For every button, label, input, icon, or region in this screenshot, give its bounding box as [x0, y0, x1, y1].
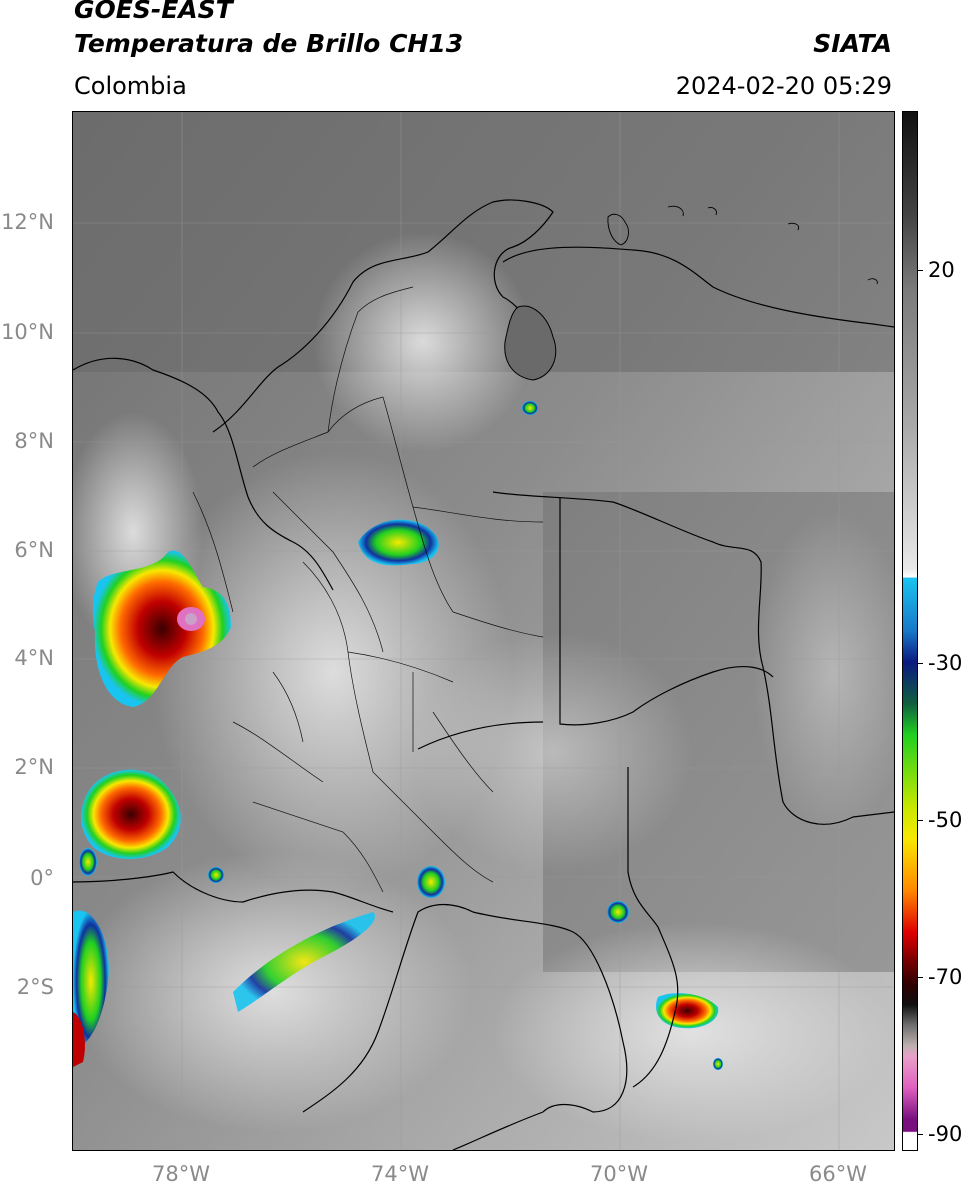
colorbar-label: -30	[928, 651, 963, 675]
lon-label: 74°W	[371, 1162, 429, 1186]
colorbar-gradient	[903, 112, 917, 1150]
lat-label: 10°N	[1, 320, 54, 344]
graticule	[73, 112, 894, 1150]
timestamp: 2024-02-20 05:29	[675, 72, 892, 100]
colorbar-tick	[917, 270, 923, 271]
lon-label: 66°W	[809, 1162, 867, 1186]
colorbar-label: 20	[928, 258, 955, 282]
satellite-map[interactable]	[72, 111, 895, 1151]
map-canvas	[73, 112, 894, 1150]
lat-label: 6°N	[14, 538, 54, 562]
lon-label: 70°W	[590, 1162, 648, 1186]
lat-label: 2°S	[16, 975, 54, 999]
lat-label: 8°N	[14, 429, 54, 453]
colorbar-label: -90	[928, 1122, 963, 1146]
colorbar-tick	[917, 663, 923, 664]
lat-label: 12°N	[1, 210, 54, 234]
colorbar-tick	[917, 820, 923, 821]
country-borders	[73, 199, 894, 1150]
title-line-2: Temperatura de Brillo CH13	[74, 29, 464, 58]
title-line-1: GOES-EAST	[74, 0, 233, 24]
colorbar-label: -50	[928, 808, 963, 832]
convective-cells	[73, 401, 723, 1070]
temperature-colorbar	[902, 111, 918, 1151]
lat-label: 2°N	[14, 755, 54, 779]
caribbean-islands	[607, 205, 878, 285]
maracaibo-lake	[504, 305, 557, 381]
lat-label: 0°	[30, 866, 54, 890]
colorbar-tick	[917, 977, 923, 978]
colorbar-label: -70	[928, 965, 963, 989]
department-borders	[192, 286, 544, 893]
brand-label: SIATA	[813, 29, 892, 58]
lon-label: 78°W	[152, 1162, 210, 1186]
lat-label: 4°N	[14, 646, 54, 670]
region-label: Colombia	[74, 72, 187, 100]
colorbar-tick	[917, 1134, 923, 1135]
